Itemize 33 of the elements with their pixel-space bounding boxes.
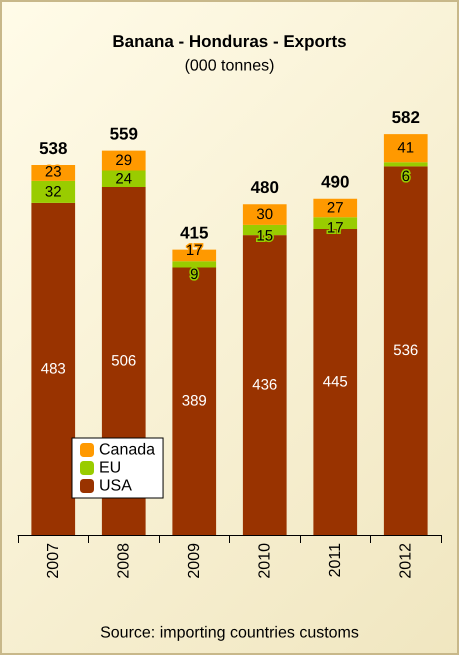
data-label: 536: [393, 342, 418, 360]
data-label: 32: [44, 183, 62, 200]
data-label: 29: [115, 152, 132, 170]
data-label: 9: [190, 266, 198, 284]
data-label: 506: [111, 352, 136, 370]
total-label: 559: [110, 124, 138, 144]
chart-subtitle: (000 tonnes): [184, 58, 274, 74]
total-label: 538: [39, 139, 68, 158]
legend-label: EU: [99, 460, 122, 476]
x-tick-label: 2009: [186, 542, 203, 579]
data-label: 27: [326, 200, 344, 216]
legend-label: USA: [99, 478, 132, 494]
total-label: 415: [180, 224, 208, 243]
legend-label: Canada: [99, 442, 156, 458]
chart-title: Banana - Honduras - Exports: [112, 32, 347, 51]
data-label: 24: [115, 170, 132, 188]
total-label: 480: [250, 178, 279, 198]
data-label: 436: [252, 376, 278, 394]
data-label: 389: [182, 392, 207, 410]
x-tick-label: 2012: [397, 542, 414, 579]
source-note: Source: importing countries customs: [100, 624, 359, 642]
data-label: 30: [256, 206, 274, 224]
data-label: 41: [397, 140, 414, 157]
x-tick-label: 2011: [326, 542, 344, 578]
data-label: 23: [44, 164, 62, 181]
data-label: 6: [402, 168, 410, 186]
x-tick-label: 2010: [256, 542, 274, 579]
total-label: 490: [321, 172, 350, 192]
total-label: 582: [392, 108, 420, 128]
data-label: 483: [40, 360, 66, 378]
data-label: 445: [322, 373, 348, 390]
x-tick-label: 2008: [115, 542, 132, 579]
x-tick-label: 2007: [44, 542, 62, 579]
